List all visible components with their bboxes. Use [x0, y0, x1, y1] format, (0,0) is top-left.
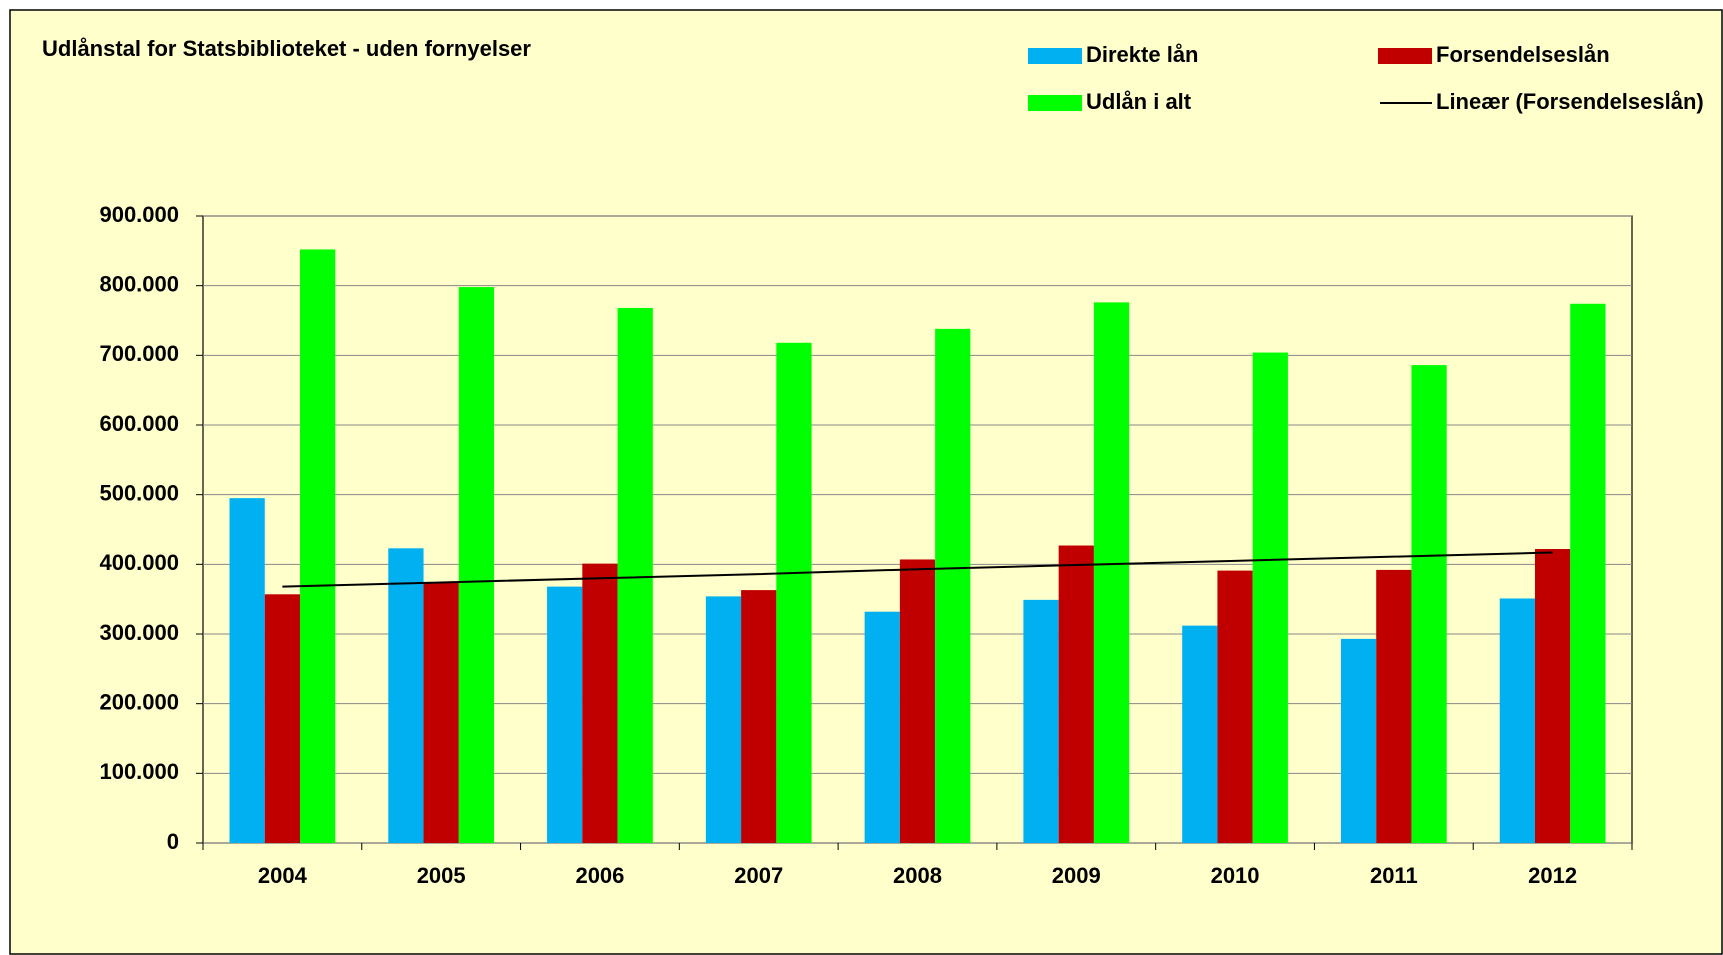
y-tick-label: 100.000: [99, 759, 179, 784]
bar: [705, 596, 742, 843]
legend-label: Forsendelseslån: [1436, 42, 1610, 67]
bar: [1093, 302, 1130, 843]
y-tick-label: 600.000: [99, 411, 179, 436]
bar: [300, 249, 336, 843]
bar: [1023, 599, 1059, 843]
x-tick-label: 2006: [575, 863, 624, 888]
y-tick-label: 500.000: [99, 480, 179, 505]
y-tick-label: 400.000: [99, 550, 179, 575]
bar: [1252, 352, 1288, 843]
bar: [776, 342, 812, 843]
x-tick-label: 2007: [734, 863, 783, 888]
bar: [741, 590, 777, 843]
legend-swatch: [1378, 48, 1432, 64]
x-tick-label: 2009: [1052, 863, 1101, 888]
bar: [617, 307, 653, 844]
legend-swatch: [1028, 48, 1082, 64]
bar: [1499, 598, 1535, 843]
bar: [1058, 545, 1094, 843]
bar: [388, 548, 424, 843]
x-tick-label: 2005: [417, 863, 466, 888]
y-tick-label: 900.000: [99, 202, 179, 227]
bar: [1570, 303, 1606, 843]
bar: [1340, 638, 1377, 843]
bar: [864, 611, 900, 843]
bar: [458, 287, 495, 843]
legend-label: Direkte lån: [1086, 42, 1199, 67]
y-tick-label: 0: [167, 829, 179, 854]
bar: [1217, 570, 1253, 843]
bar: [264, 594, 301, 843]
y-tick-label: 200.000: [99, 689, 179, 714]
legend-swatch: [1028, 95, 1082, 111]
x-tick-label: 2010: [1211, 863, 1260, 888]
y-tick-label: 800.000: [99, 271, 179, 296]
bar: [423, 582, 459, 843]
bar: [1182, 625, 1218, 843]
x-tick-label: 2004: [258, 863, 308, 888]
trend-line: [282, 551, 1553, 588]
y-tick-label: 300.000: [99, 620, 179, 645]
bar: [229, 498, 265, 843]
bar: [1534, 549, 1571, 843]
bar: [1376, 569, 1412, 843]
bar: [547, 586, 583, 843]
bar: [582, 563, 618, 843]
x-tick-label: 2008: [893, 863, 942, 888]
legend-label: Lineær (Forsendelseslån): [1436, 89, 1704, 114]
legend-label: Udlån i alt: [1086, 89, 1192, 114]
y-tick-label: 700.000: [99, 341, 179, 366]
bar: [1411, 365, 1447, 843]
chart-title: Udlånstal for Statsbiblioteket - uden fo…: [42, 36, 531, 61]
bar: [899, 559, 936, 843]
x-tick-label: 2011: [1370, 863, 1418, 888]
x-tick-label: 2012: [1528, 863, 1577, 888]
bar: [935, 328, 971, 843]
